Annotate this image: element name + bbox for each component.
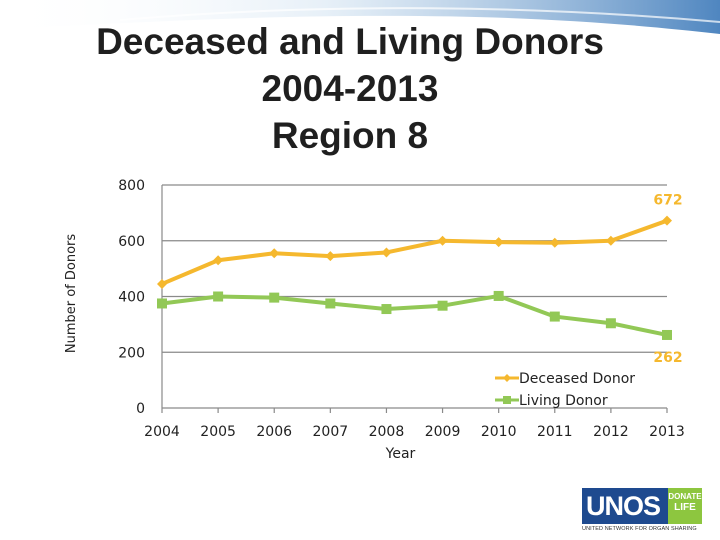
- deceased-point: [437, 235, 448, 246]
- x-tick-label: 2008: [369, 424, 405, 440]
- x-tick-label: 2004: [144, 424, 180, 440]
- x-tick-label: 2013: [649, 424, 685, 440]
- header-swoosh-decoration: [0, 0, 720, 34]
- deceased-point: [213, 255, 224, 266]
- legend-label: Deceased Donor: [519, 371, 635, 387]
- y-tick-label: 800: [118, 178, 145, 194]
- living-point: [549, 311, 560, 322]
- series-line-living: [161, 293, 668, 337]
- deceased-point: [269, 248, 280, 259]
- title-line-3: Region 8: [271, 115, 429, 156]
- series-line-deceased: [161, 218, 668, 286]
- x-tick-label: 2009: [425, 424, 461, 440]
- living-point: [269, 292, 280, 303]
- deceased-point: [605, 235, 616, 246]
- deceased-point: [493, 237, 504, 248]
- living-point: [662, 329, 672, 340]
- y-axis-title: Number of Donors: [64, 234, 79, 354]
- title-line-1: Deceased and Living Donors: [96, 21, 604, 62]
- living-point: [157, 298, 167, 309]
- logo-subtitle: UNITED NETWORK FOR ORGAN SHARING: [582, 526, 697, 532]
- living-point: [437, 300, 448, 311]
- legend-label: Living Donor: [519, 393, 608, 409]
- x-tick-label: 2006: [256, 424, 292, 440]
- deceased-point: [381, 247, 392, 258]
- y-tick-label: 0: [136, 401, 145, 417]
- deceased-point: [549, 237, 560, 248]
- x-axis-title: Year: [385, 446, 416, 462]
- data-label: 262: [653, 350, 682, 366]
- logo-wordmark: UNOS: [582, 488, 672, 524]
- unos-logo: UNOS DONATE LIFE UNITED NETWORK FOR ORGA…: [582, 488, 702, 534]
- x-tick-label: 2007: [313, 424, 349, 440]
- logo-badge-top: DONATE: [668, 492, 702, 501]
- living-point: [493, 290, 504, 301]
- deceased-point: [325, 251, 336, 262]
- y-tick-label: 600: [118, 234, 145, 250]
- x-tick-label: 2010: [481, 424, 517, 440]
- living-point: [605, 318, 616, 329]
- x-tick-label: 2011: [537, 424, 573, 440]
- logo-badge-bottom: LIFE: [674, 502, 696, 513]
- y-tick-label: 200: [118, 345, 145, 361]
- living-point: [381, 304, 392, 315]
- slide-title: Deceased and Living Donors 2004-2013 Reg…: [40, 18, 660, 159]
- data-label: 672: [653, 193, 682, 209]
- legend-swatch-marker: [503, 374, 511, 382]
- legend-swatch-marker: [503, 396, 511, 404]
- living-point: [213, 291, 224, 302]
- x-tick-label: 2005: [200, 424, 236, 440]
- living-point: [325, 298, 336, 309]
- deceased-point: [157, 278, 167, 289]
- deceased-point: [662, 215, 672, 226]
- y-tick-label: 400: [118, 290, 145, 306]
- title-line-2: 2004-2013: [261, 68, 439, 109]
- x-tick-label: 2012: [593, 424, 629, 440]
- logo-donate-life-badge: DONATE LIFE: [668, 488, 702, 524]
